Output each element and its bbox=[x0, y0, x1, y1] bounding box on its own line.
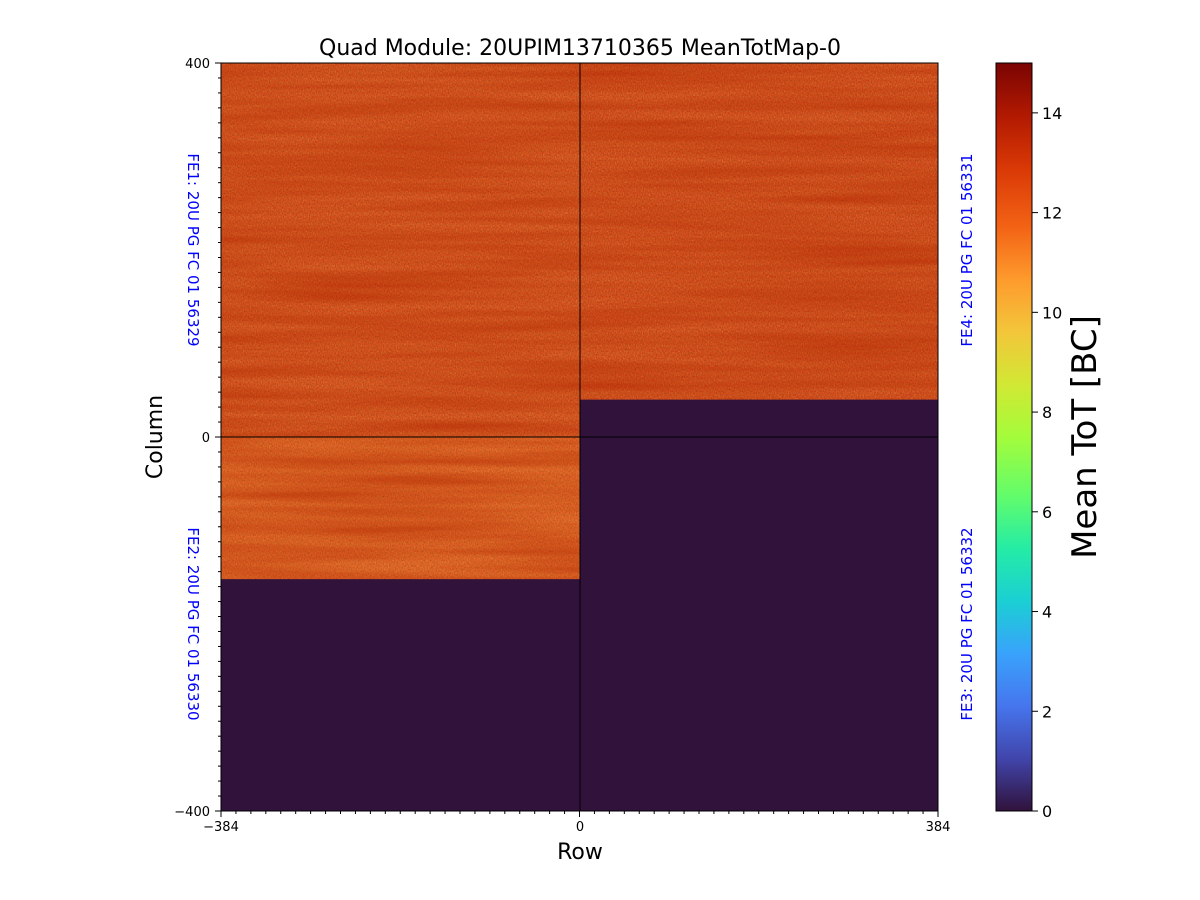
colorbar: 0 2 4 6 8 10 12 14 Mean ToT [BC] bbox=[995, 62, 1105, 821]
colorbar-tick-label: 14 bbox=[1042, 104, 1062, 123]
chip-2-bands bbox=[221, 437, 580, 580]
colorbar-tick-label: 12 bbox=[1042, 204, 1062, 223]
colorbar-tick-label: 2 bbox=[1042, 702, 1052, 721]
chip-1-bands bbox=[221, 63, 580, 437]
colorbar-tick-label: 4 bbox=[1042, 603, 1052, 622]
chip-regions bbox=[221, 63, 938, 580]
colorbar-gradient bbox=[995, 62, 1033, 812]
x-tick-label: 384 bbox=[926, 820, 951, 835]
x-axis-label: Row bbox=[557, 840, 603, 865]
chart-title: Quad Module: 20UPIM13710365 MeanTotMap-0 bbox=[319, 36, 841, 61]
y-axis: 400 0 −400 Column bbox=[143, 57, 221, 820]
x-axis: −384 0 384 Row bbox=[203, 811, 950, 865]
y-axis-label: Column bbox=[143, 395, 168, 479]
colorbar-tick-label: 0 bbox=[1042, 802, 1052, 821]
y-tick-label: 0 bbox=[202, 431, 210, 446]
colorbar-tick-label: 6 bbox=[1042, 503, 1052, 522]
chip-label-fe2: FE2: 20U PG FC 01 56330 bbox=[184, 527, 202, 720]
y-tick-label: −400 bbox=[174, 805, 210, 820]
chip-label-fe4: FE4: 20U PG FC 01 56331 bbox=[958, 153, 976, 346]
x-minor-ticks bbox=[220, 811, 939, 817]
x-tick-label: 0 bbox=[576, 820, 584, 835]
colorbar-ticks: 0 2 4 6 8 10 12 14 bbox=[1032, 104, 1062, 821]
y-tick-label: 400 bbox=[185, 57, 210, 72]
x-tick-label: −384 bbox=[203, 820, 239, 835]
chip-label-fe3: FE3: 20U PG FC 01 56332 bbox=[958, 527, 976, 720]
colorbar-label: Mean ToT [BC] bbox=[1065, 315, 1105, 559]
y-minor-ticks bbox=[215, 62, 221, 812]
plot-area bbox=[221, 63, 938, 811]
colorbar-tick-label: 8 bbox=[1042, 403, 1052, 422]
chip-labels: FE1: 20U PG FC 01 56329 FE2: 20U PG FC 0… bbox=[184, 153, 976, 720]
colorbar-tick-label: 10 bbox=[1042, 303, 1062, 322]
chip-label-fe1: FE1: 20U PG FC 01 56329 bbox=[184, 153, 202, 346]
chip-4-bands bbox=[579, 63, 938, 400]
